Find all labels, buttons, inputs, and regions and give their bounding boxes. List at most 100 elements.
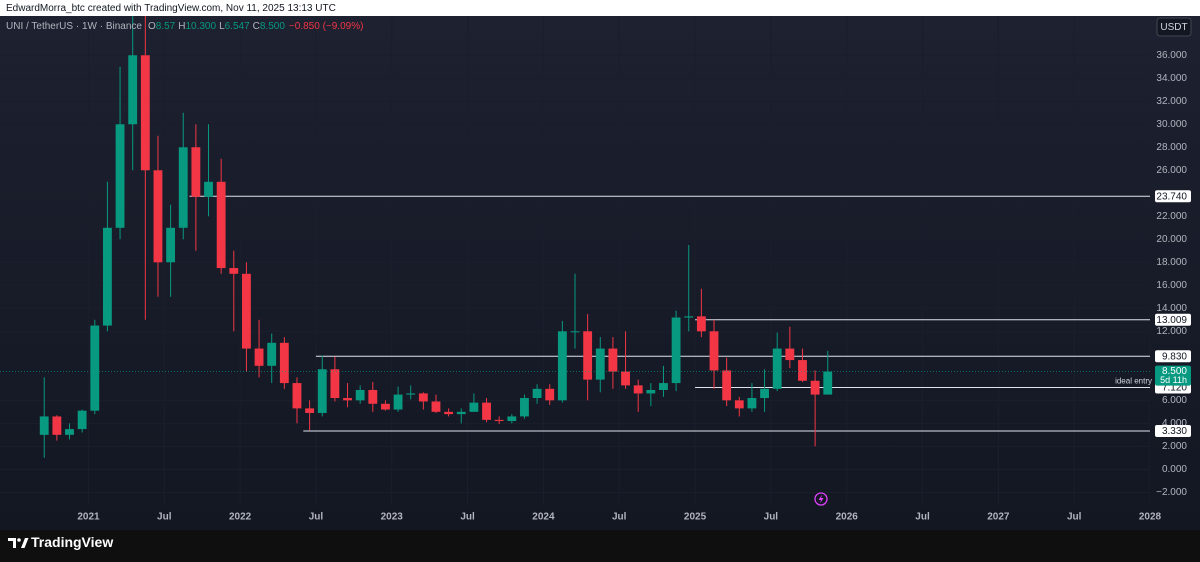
x-tick-label: 2021 — [77, 512, 100, 523]
candle-body — [570, 331, 580, 333]
header-bar — [0, 0, 1200, 16]
candle-body — [810, 380, 820, 395]
ohlc-key: C — [253, 21, 260, 32]
candle-body — [229, 268, 239, 274]
level-label: 3.330 — [1162, 426, 1187, 437]
candle-body — [583, 331, 593, 380]
y-tick-label: 0.000 — [1162, 464, 1187, 475]
candle-body — [671, 317, 681, 384]
y-tick-label: 22.000 — [1156, 211, 1187, 222]
y-tick-label: 20.000 — [1156, 234, 1187, 245]
x-tick-label: 2022 — [229, 512, 252, 523]
candle-body — [507, 416, 517, 422]
candle-body — [153, 170, 163, 263]
candle-body — [393, 394, 403, 410]
ohlc-key: H — [178, 21, 185, 32]
ohlc-key: O — [148, 21, 156, 32]
candle-body — [128, 55, 138, 125]
candle-body — [608, 348, 618, 372]
candle-body — [166, 227, 176, 263]
candle-body — [696, 316, 706, 332]
candle-body — [317, 369, 327, 413]
candle-body — [216, 181, 226, 269]
x-tick-label: 2024 — [532, 512, 555, 523]
x-tick-label: 2027 — [987, 512, 1010, 523]
x-tick-label: Jul — [460, 512, 475, 523]
y-tick-label: −2.000 — [1156, 487, 1187, 498]
candle-body — [494, 419, 504, 422]
last-price-box — [1155, 365, 1191, 386]
ohlc-value: 8.57 — [156, 21, 176, 32]
candle-body — [545, 388, 555, 401]
candle-body — [798, 360, 807, 381]
currency-button-label[interactable]: USDT — [1160, 22, 1187, 33]
footer-bar — [0, 530, 1200, 562]
candle-body — [684, 316, 694, 318]
level-label: 9.830 — [1162, 351, 1187, 362]
candle-body — [520, 398, 529, 417]
y-tick-label: 34.000 — [1156, 73, 1187, 84]
candle-body — [368, 389, 378, 404]
y-tick-label: 12.000 — [1156, 326, 1187, 337]
candle-body — [102, 227, 112, 326]
candle-body — [482, 402, 491, 420]
candle-body — [722, 370, 732, 401]
y-tick-label: 28.000 — [1156, 142, 1187, 153]
y-tick-label: 36.000 — [1156, 50, 1187, 61]
symbol-legend: UNI / TetherUS · 1W · Binance O8.57 H10.30… — [6, 21, 363, 32]
ohlc-key: L — [219, 21, 225, 32]
candle-body — [305, 408, 315, 413]
candle-body — [418, 393, 428, 402]
candle-body — [267, 342, 277, 366]
countdown-label: 5d 11h — [1160, 375, 1187, 385]
candle-body — [65, 429, 74, 435]
x-tick-label: Jul — [612, 512, 627, 523]
level-label-box — [1155, 190, 1191, 203]
x-tick-label: Jul — [309, 512, 324, 523]
candle-body — [242, 273, 251, 349]
plot-area — [0, 16, 1150, 505]
level-label: 23.740 — [1156, 191, 1187, 202]
x-tick-label: Jul — [915, 512, 930, 523]
candle-body — [292, 383, 302, 409]
candle-body — [330, 369, 340, 399]
candle-body — [191, 147, 201, 197]
candle-body — [621, 371, 630, 386]
ohlc-value: 8.500 — [260, 21, 285, 32]
level-label-box — [1155, 350, 1191, 363]
level-label: 13.009 — [1156, 315, 1187, 326]
alert-icon[interactable] — [814, 492, 828, 506]
candle-body — [381, 403, 390, 410]
candle-body — [90, 325, 100, 411]
currency-button[interactable] — [1156, 17, 1192, 37]
y-tick-label: 4.000 — [1162, 418, 1187, 429]
candle-body — [115, 124, 125, 228]
candle-body — [178, 147, 188, 228]
x-tick-label: Jul — [157, 512, 172, 523]
attribution: EdwardMorra_btc created with TradingView… — [6, 3, 336, 14]
y-tick-label: 32.000 — [1156, 96, 1187, 107]
candle-body — [52, 416, 62, 435]
candle-body — [444, 411, 454, 415]
candle-body — [532, 388, 542, 399]
y-tick-label: 18.000 — [1156, 257, 1187, 268]
candle-body — [456, 411, 466, 415]
candle-body — [254, 348, 264, 366]
candle-body — [355, 389, 365, 401]
candle-body — [823, 371, 833, 395]
y-tick-label: 6.000 — [1162, 395, 1187, 406]
x-tick-label: 2028 — [1139, 512, 1162, 523]
candle-body — [633, 385, 643, 394]
x-tick-label: 2026 — [836, 512, 859, 523]
candle-body — [785, 348, 795, 361]
candle-body — [39, 416, 49, 435]
x-tick-label: 2023 — [381, 512, 404, 523]
brand-logo — [8, 538, 29, 548]
x-tick-label: Jul — [1067, 512, 1082, 523]
level-note: ideal entry — [1115, 377, 1152, 386]
chart-background — [0, 16, 1200, 530]
candle-body — [406, 393, 416, 395]
y-tick-label: 16.000 — [1156, 280, 1187, 291]
candle-body — [709, 331, 719, 371]
